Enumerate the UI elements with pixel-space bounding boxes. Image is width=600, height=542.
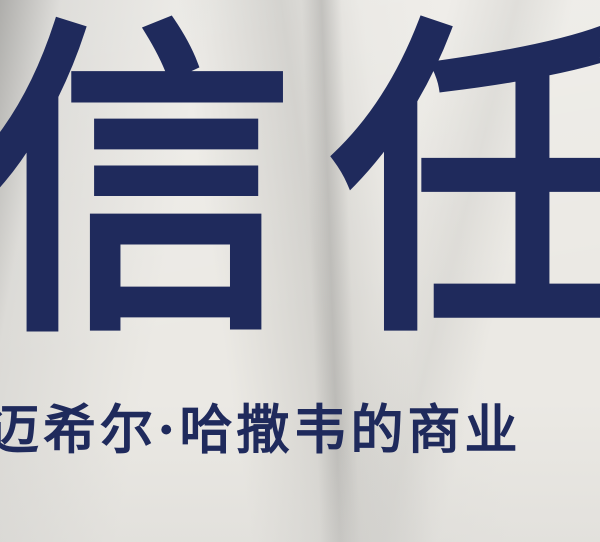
- subtitle: 迈希尔·哈撒韦的商业: [0, 399, 522, 461]
- title-char-1: 信: [0, 0, 295, 377]
- title-char-2: 任: [330, 18, 600, 348]
- cover-bottom-shade: [0, 402, 600, 542]
